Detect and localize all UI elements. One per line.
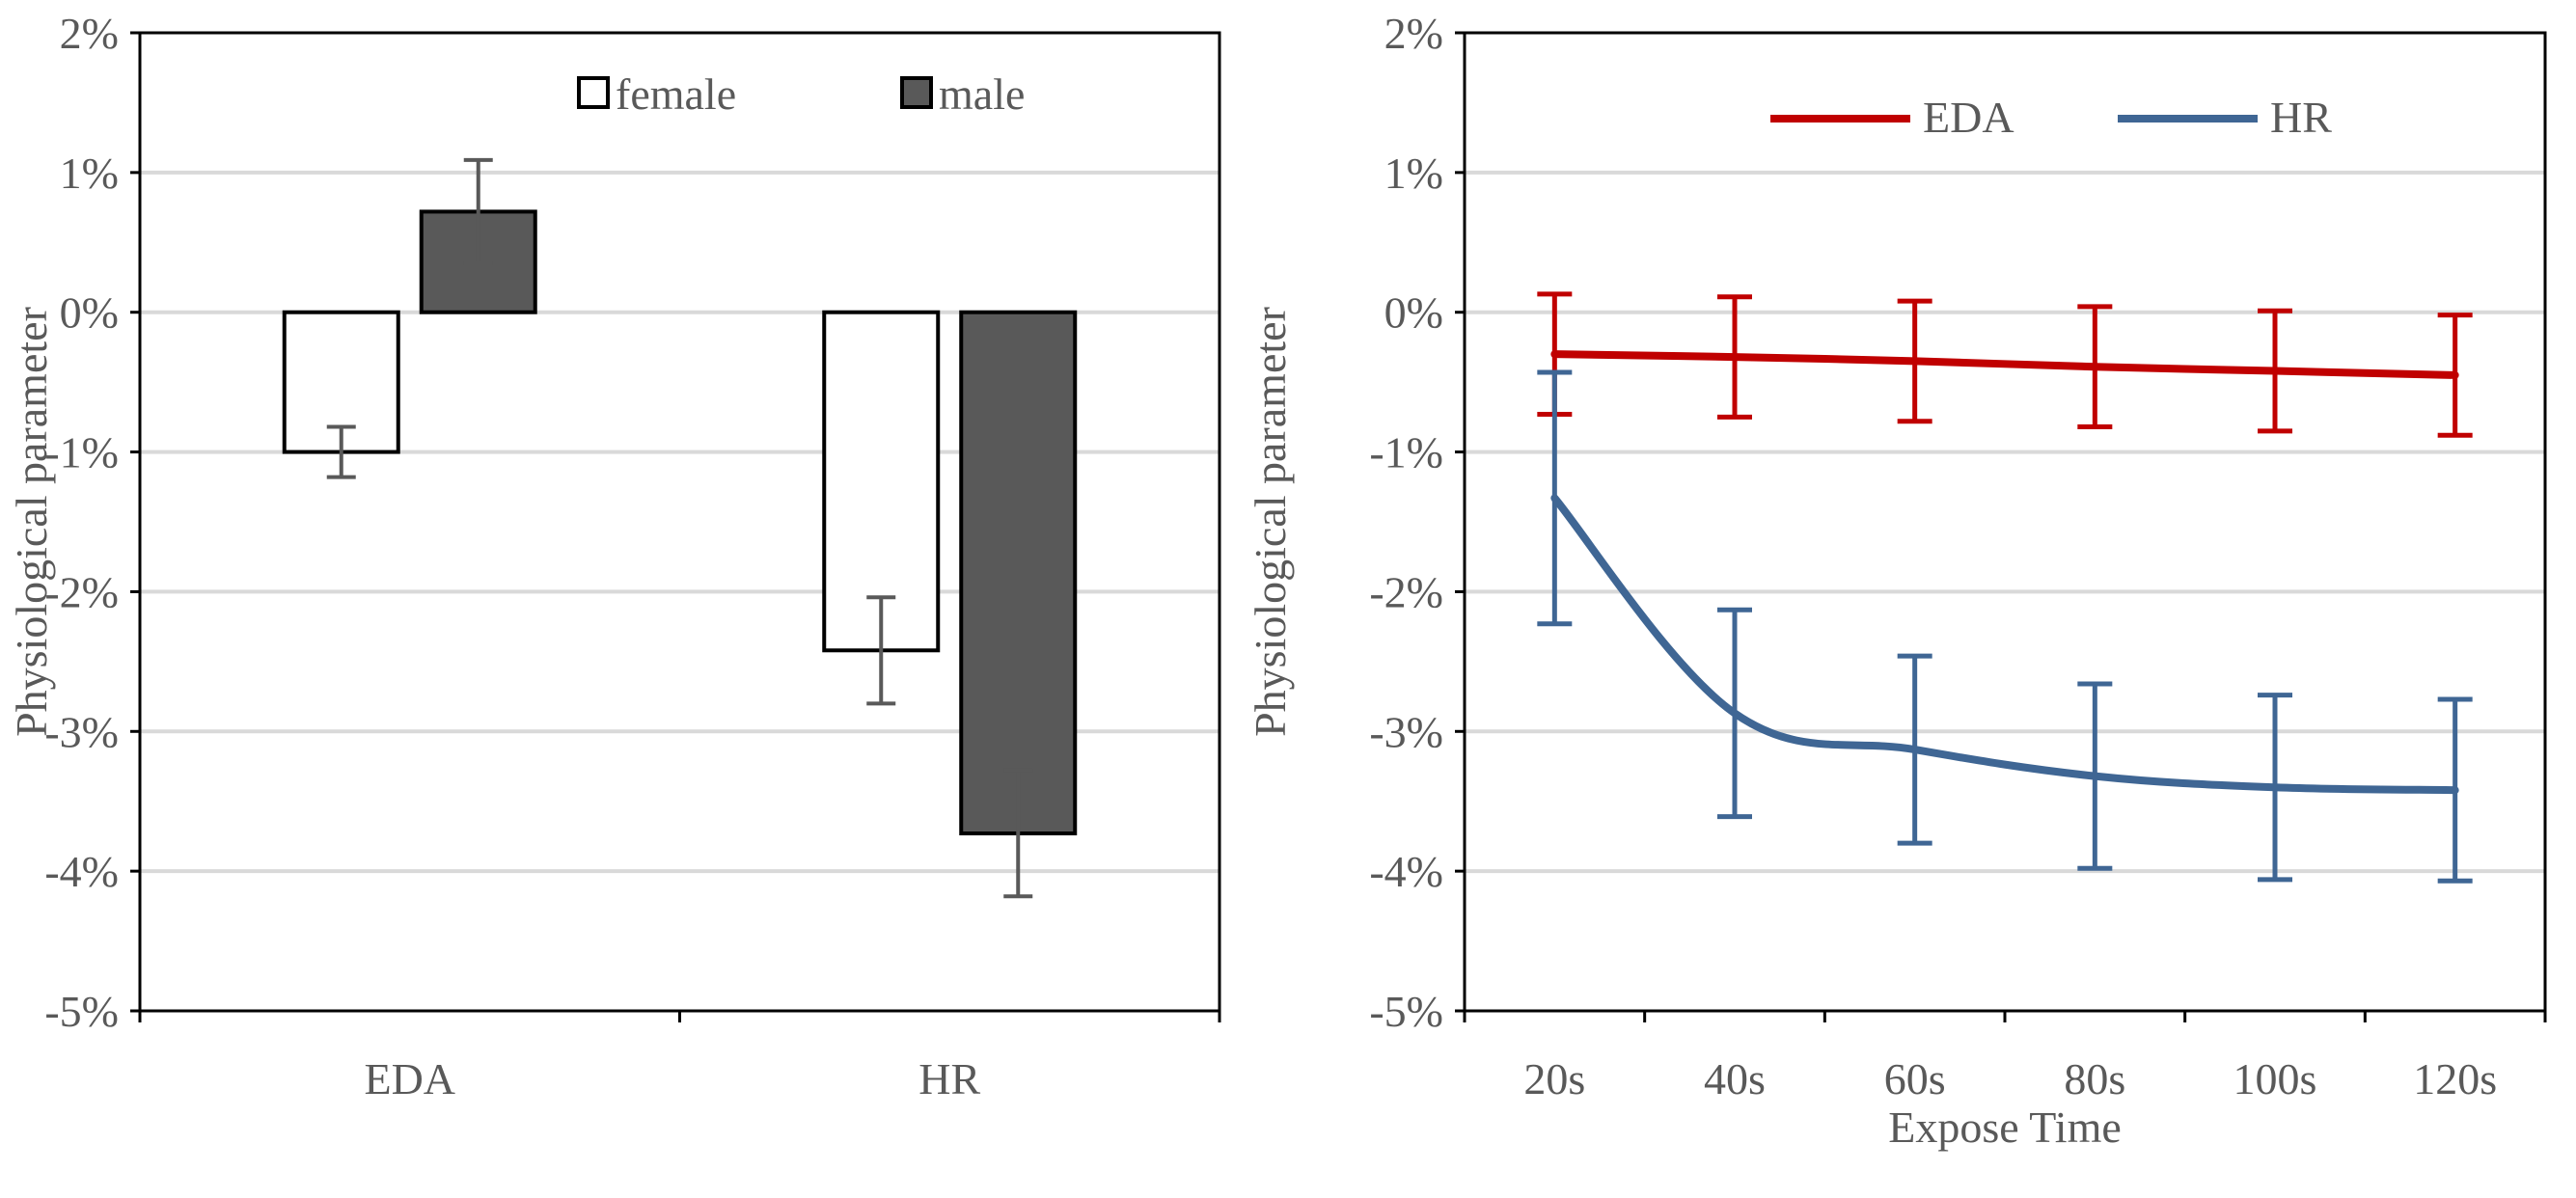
legend-label: EDA <box>1923 93 2014 142</box>
x-tick-label: HR <box>918 1054 980 1103</box>
left-bars <box>282 209 1078 836</box>
right-error-bars <box>1537 291 2473 884</box>
x-tick-label: 80s <box>2064 1054 2125 1103</box>
right-y-axis-label: Physiological parameter <box>1246 307 1295 737</box>
bar-male-HR <box>959 310 1078 836</box>
left-y-axis-label: Physiological parameter <box>7 307 56 737</box>
y-tick-label: -3% <box>1369 707 1443 756</box>
left-x-tick-labels: EDA HR <box>138 1011 1221 1103</box>
x-tick-label: 20s <box>1523 1054 1585 1103</box>
bar-chart: 2% 1% 0% -1% -2% -3% -4% -5% EDA HR Physiologica… <box>7 9 1221 1103</box>
y-tick-label: -1% <box>44 428 119 477</box>
left-y-tick-labels: 2% 1% 0% -1% -2% -3% -4% -5% <box>44 9 140 1036</box>
right-plot-area <box>1463 31 2547 1013</box>
y-tick-label: -4% <box>44 847 119 896</box>
right-x-tick-labels: 20s 40s 60s 80s 100s 120s <box>1463 1011 2547 1103</box>
right-x-axis-label: Expose Time <box>1888 1103 2122 1152</box>
line-chart: 2% 1% 0% -1% -2% -3% -4% -5% 20s 40s 60s 80s 100s 12… <box>1246 9 2547 1152</box>
left-error-bars <box>326 157 1033 899</box>
y-tick-label: 2% <box>60 9 119 58</box>
x-tick-label: 120s <box>2413 1054 2497 1103</box>
y-tick-label: -1% <box>1369 428 1443 477</box>
legend-label: female <box>616 69 736 119</box>
y-tick-label: -5% <box>44 987 119 1036</box>
legend-label: male <box>939 69 1025 119</box>
legend-swatch <box>577 76 610 109</box>
bar-female-HR <box>822 310 941 653</box>
y-tick-label: -2% <box>44 567 119 616</box>
y-tick-label: 1% <box>60 149 119 198</box>
series-line-HR <box>1550 494 2459 795</box>
y-tick-label: -3% <box>44 707 119 756</box>
y-tick-label: 1% <box>1384 149 1443 198</box>
series-line-EDA <box>1550 350 2459 379</box>
x-tick-label: 100s <box>2233 1054 2317 1103</box>
x-tick-label: EDA <box>364 1054 455 1103</box>
left-legend: female male <box>577 69 1025 119</box>
y-tick-label: 2% <box>1384 9 1443 58</box>
right-y-tick-labels: 2% 1% 0% -1% -2% -3% -4% -5% <box>1369 9 1465 1036</box>
y-tick-label: 0% <box>1384 288 1443 338</box>
right-gridlines <box>1465 170 2545 874</box>
x-tick-label: 40s <box>1704 1054 1766 1103</box>
y-tick-label: -2% <box>1369 567 1443 616</box>
y-tick-label: -4% <box>1369 847 1443 896</box>
right-series-lines <box>1550 350 2459 795</box>
legend-swatch <box>900 76 933 109</box>
y-tick-label: -5% <box>1369 987 1443 1036</box>
y-tick-label: 0% <box>60 288 119 338</box>
x-tick-label: 60s <box>1884 1054 1946 1103</box>
right-legend: EDA HR <box>1770 93 2332 142</box>
legend-label: HR <box>2270 93 2332 142</box>
